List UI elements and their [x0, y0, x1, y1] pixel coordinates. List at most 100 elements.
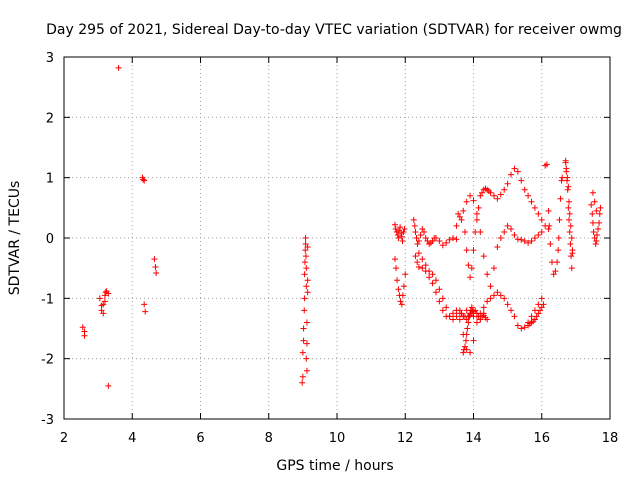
data-point: [477, 192, 484, 199]
data-point: [419, 225, 426, 232]
data-point: [397, 224, 404, 231]
data-point: [501, 228, 508, 235]
data-point: [394, 277, 401, 284]
y-tick-label: -3: [41, 413, 54, 428]
data-point: [470, 337, 477, 344]
data-point: [453, 236, 460, 243]
data-point: [497, 292, 504, 299]
y-tick-label: 1: [46, 172, 54, 187]
data-point: [558, 177, 565, 184]
data-point: [595, 225, 602, 232]
data-point: [419, 256, 426, 263]
data-point: [302, 253, 309, 260]
data-point: [559, 174, 566, 181]
data-point: [450, 235, 457, 241]
y-tick-label: 0: [46, 232, 54, 247]
data-point: [554, 259, 561, 266]
data-point: [450, 310, 457, 317]
data-point: [521, 238, 528, 245]
data-point: [101, 298, 108, 305]
data-point: [548, 259, 555, 266]
data-point: [422, 262, 429, 269]
data-point: [593, 207, 600, 214]
y-tick-label: 3: [46, 51, 54, 66]
data-point: [594, 231, 601, 238]
data-point: [531, 204, 538, 211]
data-point: [436, 298, 443, 305]
data-point: [566, 228, 573, 235]
data-point: [535, 210, 542, 217]
data-point: [397, 298, 404, 305]
data-point: [525, 239, 532, 246]
data-point: [301, 259, 308, 266]
data-point: [473, 319, 480, 326]
data-point: [475, 204, 482, 211]
data-point: [565, 204, 572, 211]
data-point: [540, 301, 547, 308]
data-point: [487, 283, 494, 290]
data-point: [410, 216, 417, 223]
data-point: [446, 236, 453, 243]
data-point: [467, 192, 474, 199]
x-tick-label: 16: [533, 431, 550, 446]
data-point: [153, 269, 160, 276]
data-point: [511, 231, 518, 238]
data-point: [424, 238, 431, 245]
data-point: [525, 192, 532, 199]
data-point: [547, 241, 554, 248]
data-point: [531, 316, 538, 323]
data-point: [545, 225, 552, 232]
data-point: [514, 322, 521, 329]
data-point: [568, 235, 575, 241]
data-point: [450, 316, 457, 323]
data-point: [470, 247, 477, 254]
data-point: [96, 295, 103, 302]
data-point: [399, 292, 406, 299]
data-point: [565, 183, 572, 190]
data-point: [398, 301, 405, 308]
data-point: [456, 307, 463, 314]
data-point: [597, 204, 604, 211]
data-point: [531, 307, 538, 314]
data-point: [417, 231, 424, 238]
data-point: [458, 310, 465, 317]
x-tick-label: 4: [128, 431, 136, 446]
data-point: [514, 236, 521, 243]
data-point: [463, 198, 470, 205]
data-point: [465, 319, 472, 326]
y-axis-label: SDTVAR / TECUs: [7, 181, 23, 296]
data-point: [140, 176, 147, 183]
data-point: [468, 265, 475, 272]
data-point: [484, 271, 491, 278]
data-point: [543, 161, 550, 168]
data-point: [466, 313, 473, 320]
data-point: [537, 307, 544, 314]
data-point: [518, 177, 525, 184]
data-point: [552, 268, 559, 275]
data-point: [412, 253, 419, 260]
data-point: [590, 228, 597, 235]
data-point: [303, 319, 310, 326]
data-point: [436, 238, 443, 245]
data-points: [79, 64, 604, 389]
data-point: [480, 253, 487, 260]
data-point: [79, 324, 86, 331]
data-point: [304, 277, 311, 284]
data-point: [81, 332, 88, 339]
data-point: [398, 233, 405, 240]
data-point: [303, 355, 310, 362]
data-point: [461, 343, 468, 350]
data-point: [589, 210, 596, 217]
data-point: [456, 213, 463, 220]
data-point: [567, 241, 574, 248]
data-point: [436, 286, 443, 293]
data-point: [480, 304, 487, 311]
data-point: [566, 198, 573, 205]
data-point: [421, 228, 428, 235]
data-point: [592, 241, 599, 248]
data-point: [101, 292, 108, 299]
data-point: [439, 295, 446, 302]
data-point: [432, 277, 439, 284]
data-point: [399, 238, 406, 245]
